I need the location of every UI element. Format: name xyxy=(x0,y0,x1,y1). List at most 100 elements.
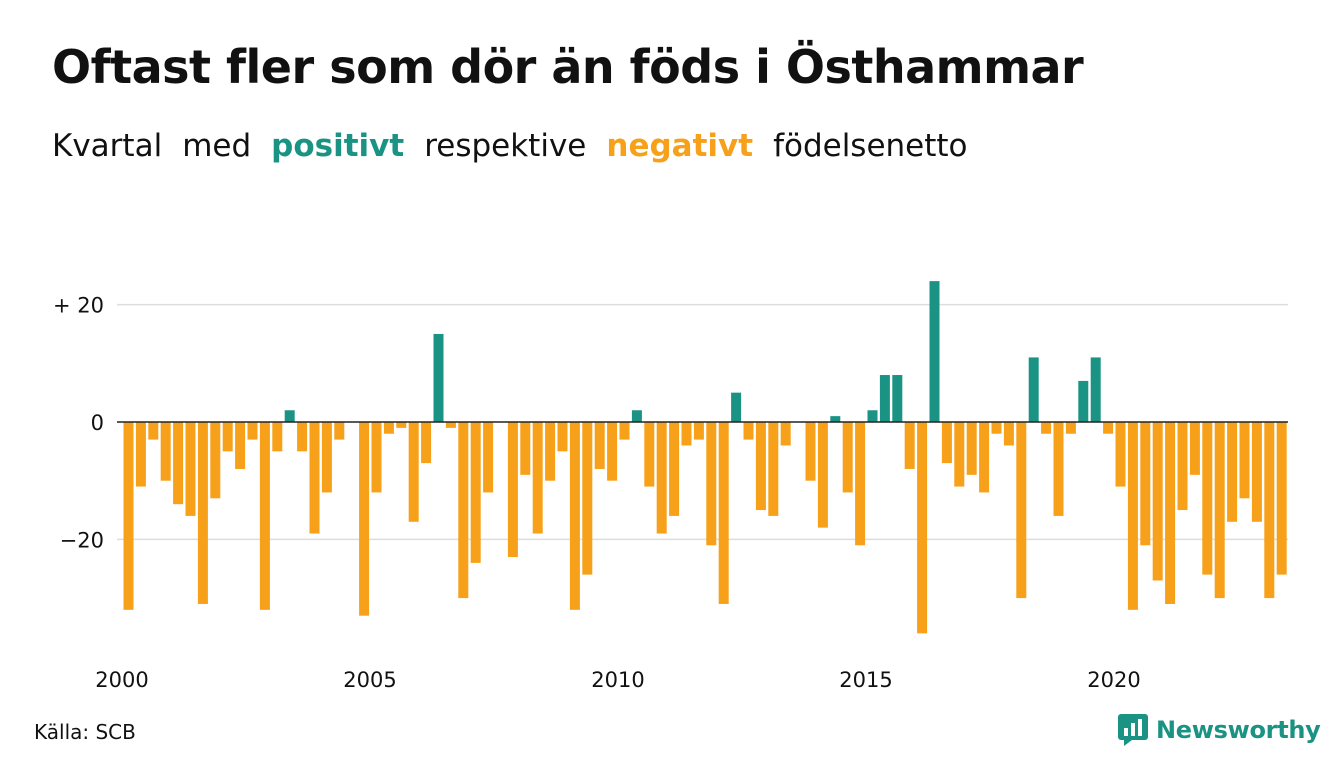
bar xyxy=(929,281,940,422)
x-tick-label: 2005 xyxy=(343,668,396,692)
chart-title: Oftast fler som dör än föds i Östhammar xyxy=(52,40,1084,94)
bar xyxy=(681,422,692,446)
bar xyxy=(1276,422,1287,575)
newsworthy-logo-icon xyxy=(1118,714,1148,746)
bar xyxy=(731,392,742,422)
bar xyxy=(1003,422,1014,446)
bar xyxy=(371,422,382,493)
bar xyxy=(1264,422,1275,599)
bar xyxy=(855,422,866,546)
bar xyxy=(904,422,915,469)
bar xyxy=(991,422,1002,434)
bar xyxy=(1028,357,1039,422)
bar xyxy=(123,422,134,610)
bar xyxy=(1103,422,1114,434)
source-credit: Källa: SCB xyxy=(34,720,136,744)
bar xyxy=(1251,422,1262,522)
bar xyxy=(557,422,568,452)
bar xyxy=(396,422,407,428)
bar xyxy=(607,422,618,481)
subtitle-positive-label: positivt xyxy=(271,128,405,164)
bar xyxy=(569,422,580,610)
y-tick-label: −20 xyxy=(60,528,104,552)
bar xyxy=(445,422,456,428)
x-tick-label: 2010 xyxy=(591,668,644,692)
bar xyxy=(284,410,295,422)
bar xyxy=(1127,422,1138,610)
x-tick-label: 2000 xyxy=(95,668,148,692)
bar xyxy=(594,422,605,469)
bar xyxy=(582,422,593,575)
bar xyxy=(619,422,630,440)
bar xyxy=(1090,357,1101,422)
bar xyxy=(160,422,171,481)
bar xyxy=(1214,422,1225,599)
bar xyxy=(334,422,345,440)
chart-subtitle: Kvartal med positivt respektive negativt föde… xyxy=(52,128,988,164)
bar xyxy=(1165,422,1176,604)
bar xyxy=(979,422,990,493)
bar xyxy=(656,422,667,534)
bar xyxy=(222,422,233,452)
bar xyxy=(507,422,518,558)
bar xyxy=(1239,422,1250,499)
bar xyxy=(743,422,754,440)
bar xyxy=(718,422,729,604)
brand-name: Newsworthy xyxy=(1156,716,1321,744)
bar xyxy=(1140,422,1151,546)
bar xyxy=(954,422,965,487)
bar xyxy=(545,422,556,481)
bar xyxy=(892,375,903,422)
bar xyxy=(631,410,642,422)
bar xyxy=(644,422,655,487)
bar xyxy=(359,422,370,616)
bar xyxy=(433,333,444,422)
bar xyxy=(966,422,977,475)
bar xyxy=(780,422,791,446)
bar xyxy=(1189,422,1200,475)
bar xyxy=(321,422,332,493)
bar xyxy=(669,422,680,516)
subtitle-word-kvartal: Kvartal xyxy=(52,128,163,164)
bar xyxy=(817,422,828,528)
bar xyxy=(941,422,952,464)
bar xyxy=(1078,380,1089,422)
bar xyxy=(408,422,419,522)
subtitle-negative-label: negativt xyxy=(606,128,754,164)
bar xyxy=(210,422,221,499)
bar xyxy=(755,422,766,511)
y-tick-label: 0 xyxy=(91,411,104,435)
bar xyxy=(867,410,878,422)
bar xyxy=(135,422,146,487)
bar xyxy=(185,422,196,516)
bar xyxy=(235,422,246,469)
bar xyxy=(272,422,283,452)
bar xyxy=(458,422,469,599)
bar xyxy=(1016,422,1027,599)
bar xyxy=(1053,422,1064,516)
bar xyxy=(917,422,928,634)
subtitle-word-med: med xyxy=(182,128,252,164)
x-tick-label: 2020 xyxy=(1087,668,1140,692)
birth-balance-bar-chart: + 20 0 −20 2000 2005 2010 2015 2020 xyxy=(53,281,1288,692)
bar xyxy=(470,422,481,563)
newsworthy-brand[interactable]: Newsworthy xyxy=(1118,714,1321,746)
bar xyxy=(1227,422,1238,522)
bar xyxy=(1152,422,1163,581)
subtitle-word-respektive: respektive xyxy=(424,128,587,164)
bar xyxy=(309,422,320,534)
bar xyxy=(421,422,432,464)
bar xyxy=(879,375,890,422)
bar xyxy=(532,422,543,534)
bar xyxy=(259,422,270,610)
bar xyxy=(693,422,704,440)
bar xyxy=(297,422,308,452)
bar xyxy=(383,422,394,434)
x-tick-label: 2015 xyxy=(839,668,892,692)
bar xyxy=(805,422,816,481)
bar xyxy=(1041,422,1052,434)
bar xyxy=(706,422,717,546)
bar xyxy=(148,422,159,440)
bar xyxy=(1177,422,1188,511)
bar xyxy=(520,422,531,475)
